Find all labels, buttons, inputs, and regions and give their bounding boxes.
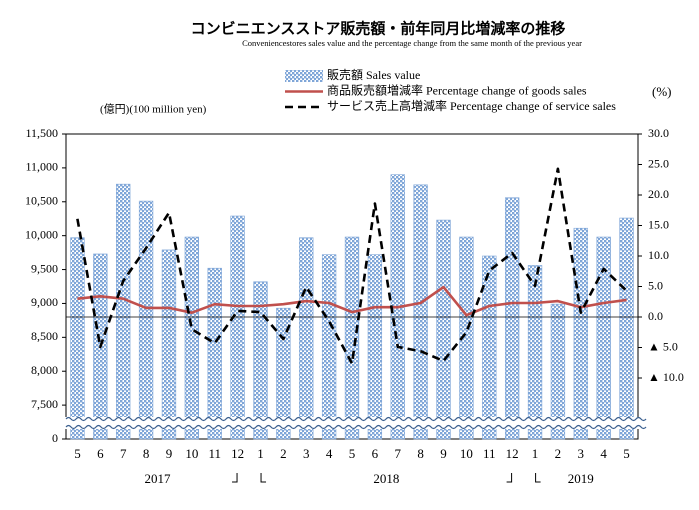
y-tick-label: 7,500	[31, 397, 58, 411]
dashed-line	[76, 167, 628, 365]
bar	[70, 237, 85, 440]
y2-tick-label: 10.0	[648, 248, 669, 262]
bar	[504, 197, 520, 440]
x-tick-label: 6	[372, 446, 379, 461]
bar	[253, 281, 268, 440]
year-separator	[260, 473, 267, 483]
year-label: 2018	[373, 471, 399, 486]
bar	[344, 236, 360, 440]
bar	[436, 219, 451, 440]
legend-label: 販売額 Sales value	[327, 67, 420, 82]
x-tick-label: 11	[208, 446, 221, 461]
y-tick-label: 10,000	[25, 227, 58, 241]
legend-swatch	[285, 70, 323, 82]
bar	[184, 236, 200, 440]
bar	[482, 255, 497, 440]
y-axis-label: (億円)(100 million yen)	[100, 103, 207, 116]
y-tick-label: 8,500	[31, 329, 58, 343]
x-tick-label: 7	[395, 446, 402, 461]
x-tick-label: 2	[555, 446, 562, 461]
y2-tick-label: ▲ 5.0	[648, 339, 678, 353]
y2-tick-label: 25.0	[648, 156, 669, 170]
y-tick-label: 0	[52, 431, 58, 445]
x-tick-label: 7	[120, 446, 127, 461]
y-tick-label: 11,500	[25, 126, 58, 140]
y-tick-label: 11,000	[25, 160, 58, 174]
x-tick-label: 2	[280, 446, 287, 461]
bar	[321, 254, 337, 440]
x-tick-label: 12	[506, 446, 519, 461]
y2-tick-label: 5.0	[648, 278, 663, 292]
x-tick-label: 8	[417, 446, 424, 461]
year-separator	[535, 473, 541, 483]
break-wave	[65, 416, 647, 422]
y2-tick-label: 0.0	[648, 309, 663, 323]
line	[77, 285, 627, 317]
bar	[230, 215, 245, 440]
x-tick-label: 5	[74, 446, 81, 461]
bar	[459, 236, 474, 440]
y-tick-label: 8,000	[31, 363, 58, 377]
year-label: 2019	[568, 471, 594, 486]
x-tick-label: 5	[349, 446, 356, 461]
legend-label: サービス売上高増減率 Percentage change of service …	[327, 98, 616, 113]
year-label: 2017	[145, 471, 172, 486]
bar	[138, 200, 154, 440]
chart-title: コンビニエンスストア販売額・前年同月比増減率の推移	[191, 19, 566, 37]
bar	[413, 184, 428, 440]
x-tick-label: 5	[623, 446, 630, 461]
x-tick-label: 10	[460, 446, 473, 461]
x-tick-label: 8	[143, 446, 150, 461]
x-tick-label: 1	[257, 446, 264, 461]
y2-axis-label: (%)	[652, 84, 672, 99]
x-tick-label: 9	[166, 446, 173, 461]
year-separator	[506, 473, 513, 483]
year-separator	[232, 473, 238, 483]
bar	[573, 227, 588, 440]
bar	[367, 254, 383, 440]
bar	[207, 267, 222, 440]
legend-label: 商品販売額増減率 Percentage change of goods sale…	[327, 82, 587, 97]
bar	[596, 236, 611, 440]
bar	[116, 183, 131, 440]
x-tick-label: 4	[600, 446, 607, 461]
x-tick-label: 10	[185, 446, 198, 461]
y2-tick-label: 30.0	[648, 126, 669, 140]
break-wave	[65, 424, 647, 430]
y-tick-label: 10,500	[25, 194, 58, 208]
chart-subtitle: Conveniencestores sales value and the pe…	[242, 38, 582, 48]
y2-tick-label: 20.0	[648, 187, 669, 201]
y-tick-label: 9,000	[31, 295, 58, 309]
x-tick-label: 9	[440, 446, 447, 461]
x-tick-label: 3	[303, 446, 310, 461]
bar	[550, 303, 566, 440]
bar	[299, 237, 314, 440]
x-tick-label: 4	[326, 446, 333, 461]
y2-tick-label: 15.0	[648, 217, 669, 231]
bar	[276, 307, 291, 440]
x-tick-label: 11	[483, 446, 496, 461]
x-tick-label: 3	[578, 446, 585, 461]
x-tick-label: 1	[532, 446, 539, 461]
bar	[527, 265, 543, 440]
bar	[619, 217, 634, 440]
bar	[161, 249, 177, 440]
x-tick-label: 6	[97, 446, 104, 461]
y-tick-label: 9,500	[31, 261, 58, 275]
x-tick-label: 12	[231, 446, 244, 461]
y2-tick-label: ▲ 10.0	[648, 370, 684, 384]
